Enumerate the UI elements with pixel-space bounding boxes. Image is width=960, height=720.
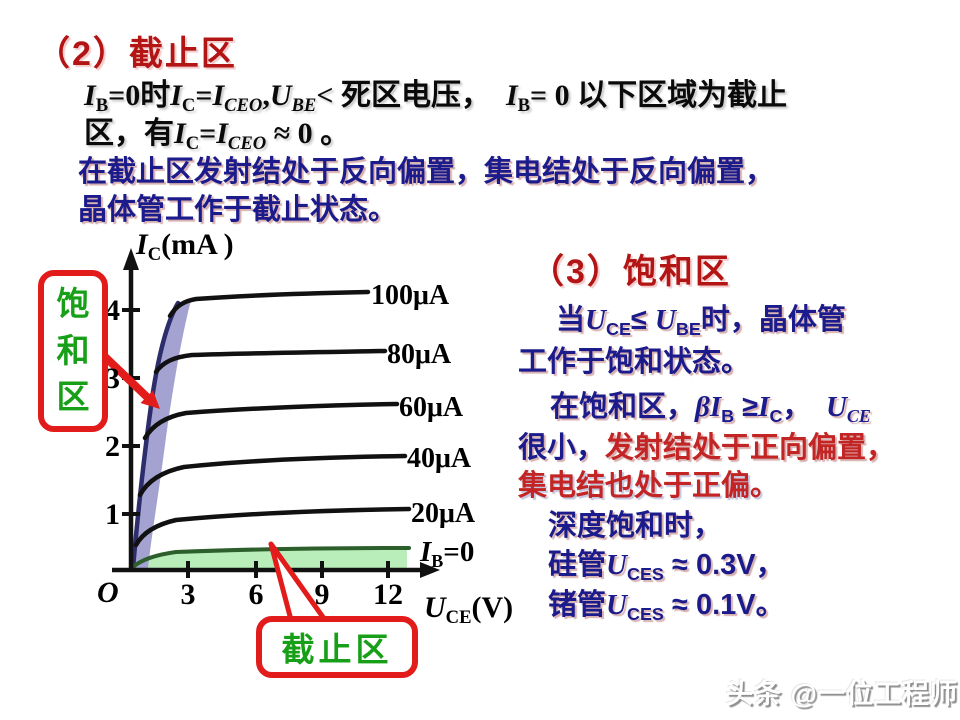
cutoff-region-callout: 截止区 xyxy=(256,616,418,678)
x-axis-label-symbol: U xyxy=(424,591,446,624)
y-axis-label: IC(mA ) xyxy=(136,228,234,266)
y-tick-label-2: 2 xyxy=(105,430,120,463)
ib0-symbol: I xyxy=(420,536,432,568)
cutoff-region-shade xyxy=(134,548,407,568)
curve-40ua xyxy=(137,453,408,498)
curve-20ua xyxy=(133,506,412,548)
y-tick-label-3: 3 xyxy=(105,362,120,395)
x-axis-label-unit: (V) xyxy=(471,591,514,624)
saturation-arrow-head xyxy=(140,390,160,409)
ib0-value: =0 xyxy=(443,536,475,568)
x-tick-label-3: 3 xyxy=(180,578,196,611)
y-axis-label-unit: (mA ) xyxy=(161,228,234,261)
saturation-band-shade xyxy=(133,300,191,568)
cutoff-description-line-2: 晶体管工作于截止状态。 xyxy=(78,194,398,226)
curve-100ua xyxy=(167,289,371,319)
curve-label-20ua: 20μA xyxy=(411,498,476,529)
curve-ib0 xyxy=(131,546,411,569)
x-tick-label-6: 6 xyxy=(248,578,264,611)
saturation-line-2: 工作于饱和状态。 xyxy=(518,346,751,378)
saturation-line-7: 硅管UCES ≈ 0.3V， xyxy=(548,549,785,584)
curve-label-60ua: 60μA xyxy=(399,392,464,423)
x-tick-label-9: 9 xyxy=(314,578,330,611)
formula-line-1: IB=0时IC=ICEO,UBE< 死区电压， IB= 0 以下区域为截止 xyxy=(84,79,788,116)
curve-60ua xyxy=(142,401,400,441)
saturation-line-5: 集电结也处于正偏。 xyxy=(518,470,780,502)
saturation-region-callout: 饱和区 xyxy=(38,270,108,432)
saturation-line-8: 锗管UCES ≈ 0.1V。 xyxy=(548,589,785,624)
x-axis-label: UCE(V) xyxy=(424,591,513,629)
saturation-line-3: 在饱和区，βIB ≥IC， UCE xyxy=(550,391,871,426)
saturation-line-6: 深度饱和时， xyxy=(548,510,723,542)
curve-label-40ua: 40μA xyxy=(407,443,472,474)
y-axis-label-subscript: C xyxy=(147,243,162,265)
watermark: 头条 @一位工程师 xyxy=(726,679,958,709)
x-axis-label-subscript: CE xyxy=(445,606,472,628)
formula-line-2: 区，有IC=ICEO ≈ 0 。 xyxy=(84,117,351,154)
curve-label-80ua: 80μA xyxy=(387,339,452,370)
section2-title: （2）截止区 xyxy=(36,35,237,73)
x-tick-label-12: 12 xyxy=(373,578,403,611)
y-axis-label-symbol: I xyxy=(136,228,148,261)
curve-label-100ua: 100μA xyxy=(371,280,450,311)
origin-label: O xyxy=(97,576,119,609)
cutoff-description-line-1: 在截止区发射结处于反向偏置，集电结处于反向偏置， xyxy=(78,156,775,188)
curve-80ua xyxy=(153,348,388,375)
curve-label-ib0: IB=0 xyxy=(420,536,474,572)
y-tick-label-1: 1 xyxy=(105,498,120,531)
section3-title: （3）饱和区 xyxy=(530,253,731,291)
steep-rise-curve xyxy=(130,300,181,571)
saturation-line-4: 很小，发射结处于正向偏置， xyxy=(518,432,896,464)
ib0-subscript: B xyxy=(431,550,444,571)
y-tick-label-4: 4 xyxy=(105,294,120,327)
saturation-line-1: 当UCE≤ UBE时，晶体管 xyxy=(556,304,846,339)
